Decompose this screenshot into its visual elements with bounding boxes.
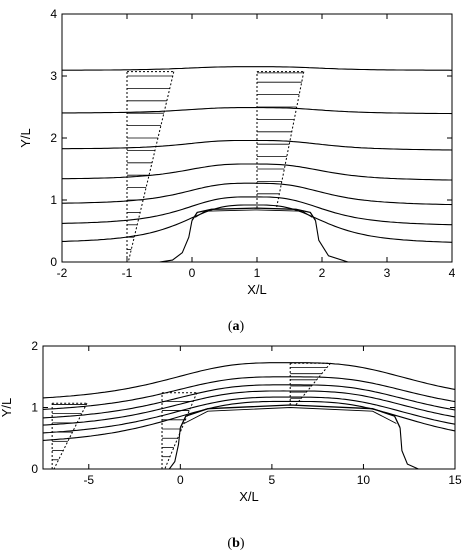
x-tick-label: -1 xyxy=(122,266,133,280)
separation-line xyxy=(399,427,419,469)
y-tick-label: 4 xyxy=(50,7,57,21)
streamline xyxy=(62,66,452,71)
y-tick-label: 1 xyxy=(50,193,57,207)
separation-line xyxy=(168,427,181,469)
profile-envelope xyxy=(295,362,331,406)
hill-inner-surface xyxy=(183,407,397,424)
profile-envelope xyxy=(53,402,88,469)
y-tick-label: 2 xyxy=(50,131,57,145)
separation-line xyxy=(314,220,349,262)
x-tick-label: -5 xyxy=(83,473,94,487)
profile-envelope xyxy=(276,71,305,209)
streamline xyxy=(43,362,455,399)
y-tick-label: 1 xyxy=(31,401,38,415)
streamline xyxy=(43,376,455,410)
streamline xyxy=(43,384,455,419)
x-tick-label: 5 xyxy=(269,473,276,487)
panel-b: -5 0 5 10 15 0 1 2 X/L Y/L xyxy=(0,339,462,504)
y-tick-label: 2 xyxy=(31,339,38,353)
separation-line xyxy=(159,220,193,262)
streamline xyxy=(43,400,455,441)
x-tick-label: 15 xyxy=(448,473,462,487)
plot-frame xyxy=(61,13,453,263)
x-tick-label: 4 xyxy=(449,266,456,280)
y-tick-label: 3 xyxy=(50,69,57,83)
hill-inner-surface xyxy=(194,209,313,218)
x-tick-label: 1 xyxy=(254,266,261,280)
x-tick-label: 0 xyxy=(177,473,184,487)
y-tick-label: 0 xyxy=(31,462,38,476)
y-axis-label: Y/L xyxy=(0,398,14,418)
profile-envelope xyxy=(127,71,175,262)
profile-envelope xyxy=(164,392,198,469)
x-axis-label: X/L xyxy=(247,282,267,297)
hill-surface xyxy=(191,207,317,221)
hill-surface xyxy=(179,404,401,429)
plot-area xyxy=(43,362,455,469)
streamline xyxy=(43,396,455,434)
y-tick-label: 0 xyxy=(50,255,57,269)
caption-a: (a) xyxy=(228,319,245,334)
streamline xyxy=(62,204,452,243)
plot-area xyxy=(62,66,452,262)
x-tick-label: 10 xyxy=(357,473,371,487)
x-axis-label: X/L xyxy=(239,489,259,504)
y-axis-label: Y/L xyxy=(18,128,33,148)
caption-b: (b) xyxy=(227,536,244,550)
x-tick-label: 2 xyxy=(319,266,326,280)
streamline xyxy=(62,139,452,151)
x-tick-label: 0 xyxy=(189,266,196,280)
streamline xyxy=(43,390,455,426)
x-tick-label: 3 xyxy=(384,266,391,280)
panel-a: -2 -1 0 1 2 3 4 0 1 2 3 4 X/L Y/L xyxy=(18,7,456,297)
x-tick-label: -2 xyxy=(57,266,68,280)
